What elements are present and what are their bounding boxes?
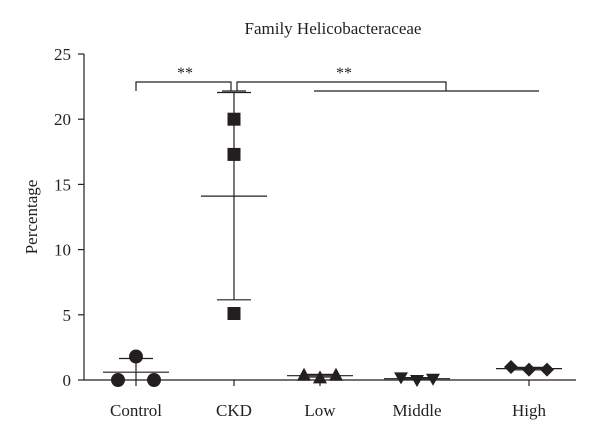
x-category-label: CKD bbox=[216, 401, 252, 420]
error-bars bbox=[103, 91, 562, 381]
chart-title: Family Helicobacteraceae bbox=[245, 19, 422, 38]
x-category-label: Low bbox=[304, 401, 336, 420]
diamond-marker bbox=[540, 362, 554, 377]
triangle-up-marker bbox=[313, 370, 327, 384]
y-tick-label: 20 bbox=[54, 110, 71, 129]
significance-brackets: ** ** bbox=[135, 65, 539, 92]
x-categories: Control CKD Low Middle High bbox=[110, 380, 547, 420]
x-category-label: Middle bbox=[392, 401, 441, 420]
significance-label: ** bbox=[177, 65, 193, 82]
y-tick-label: 10 bbox=[54, 241, 71, 260]
y-tick-label: 0 bbox=[63, 371, 72, 390]
triangle-down-marker bbox=[410, 375, 424, 387]
triangle-up-marker bbox=[297, 367, 311, 381]
data-points bbox=[111, 112, 554, 387]
circle-marker bbox=[129, 349, 143, 364]
x-category-label: Control bbox=[110, 401, 162, 420]
square-marker bbox=[227, 112, 241, 126]
y-tick-label: 5 bbox=[63, 306, 72, 325]
circle-marker bbox=[147, 373, 161, 387]
circle-marker bbox=[111, 373, 125, 387]
y-axis-label: Percentage bbox=[22, 180, 41, 255]
triangle-up-marker bbox=[329, 367, 343, 381]
bracket-control-ckd bbox=[135, 81, 232, 91]
bracket-ckd-treated bbox=[236, 81, 447, 91]
square-marker bbox=[227, 306, 241, 320]
significance-label: ** bbox=[336, 65, 352, 82]
triangle-down-marker bbox=[426, 373, 440, 386]
y-ticks: 0 5 10 15 20 25 bbox=[54, 45, 84, 390]
diamond-marker bbox=[504, 359, 518, 374]
x-category-label: High bbox=[512, 401, 547, 420]
y-tick-label: 15 bbox=[54, 175, 71, 194]
square-marker bbox=[227, 147, 241, 161]
triangle-down-marker bbox=[394, 372, 408, 385]
y-tick-label: 25 bbox=[54, 45, 71, 64]
diamond-marker bbox=[522, 362, 536, 377]
